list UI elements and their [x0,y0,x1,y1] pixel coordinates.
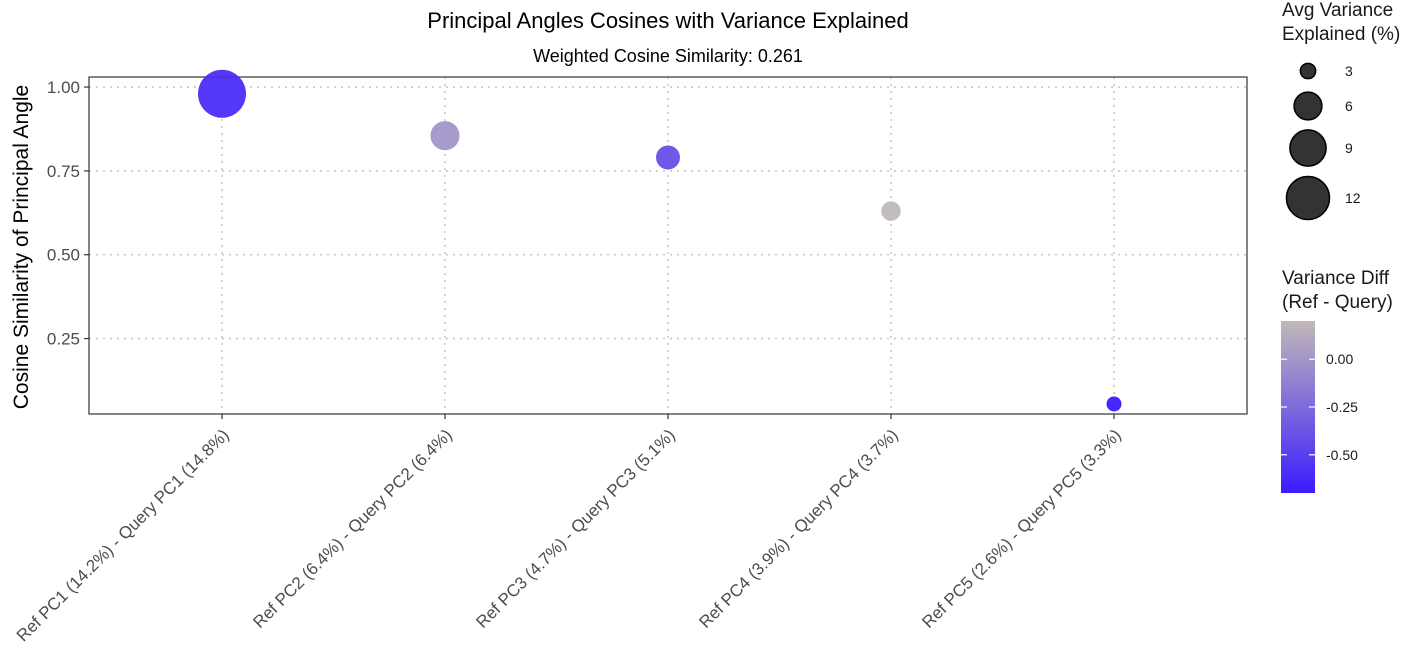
y-tick-label: 0.75 [47,162,80,181]
x-tick-label: Ref PC5 (2.6%) - Query PC5 (3.3%) [918,425,1124,631]
x-tick-label: Ref PC3 (4.7%) - Query PC3 (5.1%) [472,425,678,631]
x-tick-label: Ref PC4 (3.9%) - Query PC4 (3.7%) [695,425,901,631]
x-tick-label: Ref PC2 (6.4%) - Query PC2 (6.4%) [249,425,455,631]
size-legend-key [1289,129,1327,167]
data-point [1106,396,1122,412]
size-legend-label: 12 [1345,190,1361,206]
size-legend: Avg Variance Explained (%) 3 6 9 12 [1282,0,1400,221]
y-tick-label: 0.25 [47,330,80,349]
y-axis-label: Cosine Similarity of Principal Angle [10,85,33,409]
x-tick-label: Ref PC1 (14.2%) - Query PC1 (14.8%) [13,425,233,645]
y-tick-label: 1.00 [47,78,80,97]
chart-title: Principal Angles Cosines with Variance E… [427,8,908,33]
data-point [656,145,680,170]
color-legend-label: -0.50 [1326,447,1358,463]
color-legend-label: 0.00 [1326,351,1353,367]
color-legend: Variance Diff (Ref - Query) 0.00 -0.25 -0.50 [1281,268,1393,493]
size-legend-label: 6 [1345,98,1353,114]
size-legend-key [1299,62,1317,80]
size-legend-key [1293,91,1323,121]
plot-panel: 0.25 0.50 0.75 1.00 Ref PC1 (14.2%) - Query … [13,69,1248,645]
color-legend-title: Variance Diff [1282,268,1390,289]
size-legend-key [1285,175,1331,221]
color-legend-title: (Ref - Query) [1282,292,1393,313]
size-legend-title: Avg Variance [1282,0,1393,21]
color-legend-label: -0.25 [1326,399,1358,415]
data-point [198,69,246,118]
size-legend-label: 3 [1345,63,1353,79]
size-legend-label: 9 [1345,140,1353,156]
data-point [430,121,460,151]
chart-subtitle: Weighted Cosine Similarity: 0.261 [533,46,803,66]
y-tick-label: 0.50 [47,246,80,265]
data-point [881,201,901,221]
size-legend-title: Explained (%) [1282,24,1400,45]
